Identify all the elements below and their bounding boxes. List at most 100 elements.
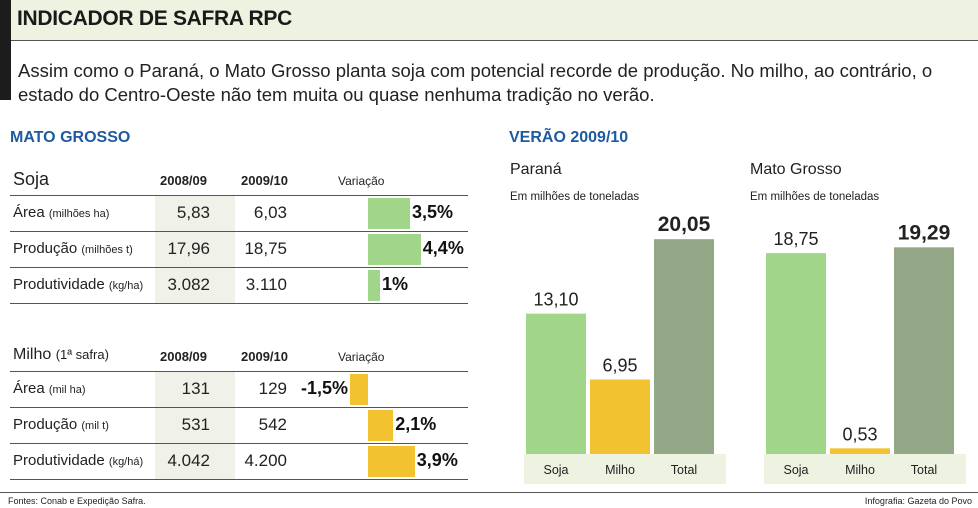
category-band [524,454,726,484]
variation-bar [350,374,368,405]
page-title: INDICADOR DE SAFRA RPC [17,7,292,30]
divider [10,303,468,304]
section-title-mato-grosso: MATO GROSSO [10,129,131,146]
soja-col-2009: 2009/10 [241,173,288,188]
data-label: 19,29 [898,221,951,244]
row-label: Produtividade (kg/há) [13,452,143,469]
category-label: Milho [845,463,875,477]
cell-shade [155,372,235,407]
value-2008: 531 [181,415,210,434]
header-accent-bar [0,0,11,100]
bar [654,239,714,454]
bar [766,253,826,454]
divider [10,479,468,480]
row-label-unit: (milhões t) [81,244,133,256]
category-band [764,454,966,484]
bar [590,379,650,454]
variation-label: 4,4% [422,238,464,258]
data-label: 0,53 [842,424,877,444]
row-label-text: Área [13,204,49,221]
milho-title: Milho (1ª safra) [13,346,109,364]
variation-label: 2,1% [395,414,437,434]
milho-col-2009: 2009/10 [241,349,288,364]
cell-shade [155,232,235,267]
soja-table: Soja 2008/09 2009/10 Variação Área (milh… [10,164,468,306]
soja-row: Produção (milhões t) 17,96 18,75 4,4% [10,232,468,268]
variation-label: 1% [382,274,409,294]
row-label: Área (mil ha) [13,380,86,397]
divider [10,443,468,444]
category-label: Total [671,463,697,477]
row-label: Área (milhões ha) [13,204,109,221]
footer-sources: Fontes: Conab e Expedição Safra. [8,496,146,506]
value-2008: 3.082 [167,275,210,294]
value-2009: 18,75 [244,239,287,258]
milho-row: Produção (mil t) 531 542 2,1% [10,408,468,444]
chart-title: Mato Grosso [750,161,842,178]
chart-unit-label: Em milhões de toneladas [750,191,879,203]
category-label: Soja [783,463,808,477]
variation-label: 3,5% [412,202,454,222]
divider [10,371,468,372]
bar-charts: Paraná Em milhões de toneladas 13,10 Soja 6,… [510,161,966,484]
divider [10,407,468,408]
value-2008: 131 [181,379,210,398]
soja-col-variacao: Variação [338,174,385,188]
cell-shade [155,268,235,303]
row-label-text: Produção [13,240,82,257]
data-label: 13,10 [533,290,578,310]
variation-bar [368,198,410,229]
soja-title: Soja [13,169,50,189]
header-banner [0,0,978,41]
milho-row: Área (mil ha) 131 129 -1,5% [10,372,468,408]
value-2009: 4.200 [244,451,287,470]
row-label-unit: (kg/ha) [108,280,144,292]
row-label-unit: (kg/há) [108,456,144,468]
value-2008: 5,83 [176,203,210,222]
row-label: Produção (milhões t) [13,240,133,257]
section-title-verao: VERÃO 2009/10 [509,129,629,146]
divider [10,195,468,196]
milho-col-variacao: Variação [338,350,385,364]
cell-shade [155,408,235,443]
soja-col-2008: 2008/09 [160,173,207,188]
chart-unit-label: Em milhões de toneladas [510,191,639,203]
row-label-unit: (milhões ha) [48,208,110,220]
divider [10,231,468,232]
row-label-text: Produtividade [13,276,109,293]
soja-row: Área (milhões ha) 5,83 6,03 3,5% [10,196,468,232]
category-label: Total [911,463,937,477]
milho-row: Produtividade (kg/há) 4.042 4.200 3,9% [10,444,468,480]
variation-bar [368,446,415,477]
variation-bar [368,410,394,441]
value-2009: 3.110 [245,275,287,294]
intro-text: Assim como o Paraná, o Mato Grosso plant… [18,60,933,105]
bar [526,313,586,454]
footer-credit: Infografia: Gazeta do Povo [864,496,972,506]
row-label: Produção (mil t) [13,416,109,433]
row-label-text: Área [13,380,49,397]
value-2008: 4.042 [167,451,210,470]
data-label: 6,95 [602,356,637,376]
soja-row: Produtividade (kg/ha) 3.082 3.110 1% [10,268,468,304]
cell-shade [155,444,235,479]
row-label-text: Produtividade [13,452,109,469]
value-2009: 129 [258,379,287,398]
divider [10,267,468,268]
row-label-unit: (mil ha) [48,384,86,396]
variation-label: 3,9% [416,450,458,470]
chart-title: Paraná [510,161,562,178]
variation-bar [368,234,421,265]
bar [894,247,954,454]
data-label: 18,75 [773,229,818,249]
bar [830,448,890,454]
variation-label: -1,5% [300,378,348,398]
milho-table: Milho (1ª safra) 2008/09 2009/10 Variaçã… [10,342,468,480]
footer-divider [0,492,978,493]
milho-col-2008: 2008/09 [160,349,207,364]
value-2009: 542 [258,415,287,434]
milho-title-unit: (1ª safra) [55,347,109,362]
value-2008: 17,96 [167,239,210,258]
category-label: Soja [543,463,568,477]
variation-bar [368,270,380,301]
